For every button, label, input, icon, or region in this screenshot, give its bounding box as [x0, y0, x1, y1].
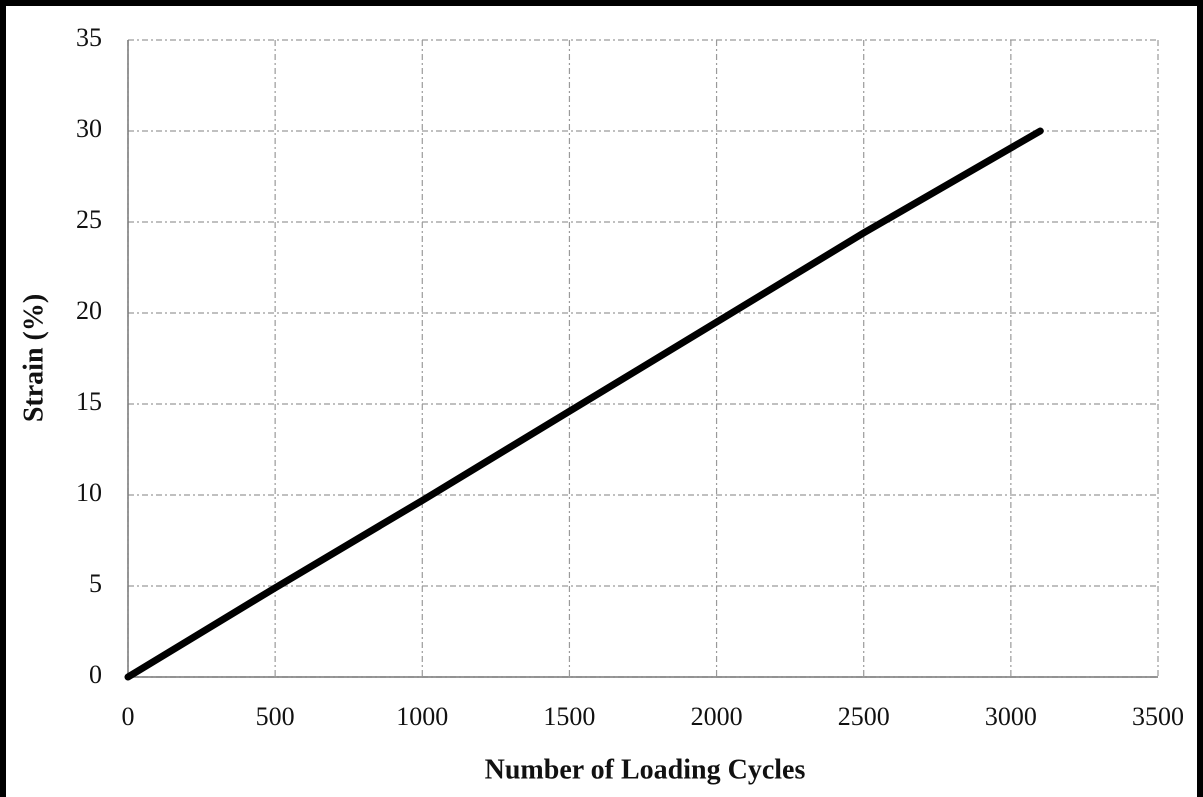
y-tick-label: 25 [76, 205, 102, 234]
x-tick-label: 500 [256, 702, 295, 731]
x-tick-label: 2000 [691, 702, 743, 731]
x-tick-label: 3000 [985, 702, 1037, 731]
y-tick-label: 5 [89, 569, 102, 598]
x-axis-title: Number of Loading Cycles [485, 754, 806, 785]
data-line [124, 127, 1044, 681]
x-tick-label: 3500 [1132, 702, 1184, 731]
y-tick-label: 0 [89, 660, 102, 689]
y-tick-label: 35 [76, 23, 102, 52]
x-tick-label: 1500 [543, 702, 595, 731]
x-tick-label: 0 [122, 702, 135, 731]
y-tick-label: 15 [76, 387, 102, 416]
y-tick-label: 10 [76, 478, 102, 507]
x-tick-label: 2500 [838, 702, 890, 731]
y-tick-label: 30 [76, 114, 102, 143]
y-axis-title: Strain (%) [18, 294, 49, 422]
x-tick-label: 1000 [396, 702, 448, 731]
y-tick-label: 20 [76, 296, 102, 325]
